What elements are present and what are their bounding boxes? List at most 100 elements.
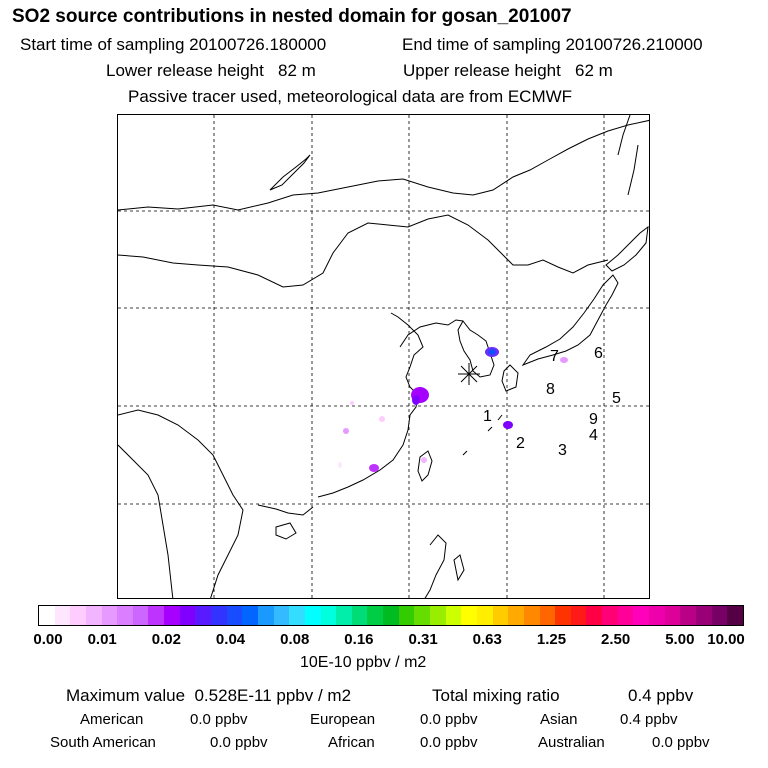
colorbar-tick-label: 5.00 xyxy=(665,631,695,648)
region-name-south-american: South American xyxy=(50,734,156,751)
colorbar-swatch xyxy=(711,606,728,625)
end-time: End time of sampling 20100726.210000 xyxy=(402,35,703,54)
colorbar-tick-label: 2.50 xyxy=(601,631,631,648)
marker-label-2: 2 xyxy=(516,435,525,452)
region-value-south-american: 0.0 ppbv xyxy=(210,734,268,751)
total-mixing-value: 0.4 ppbv xyxy=(628,686,694,705)
colorbar-swatch xyxy=(617,606,634,625)
plume-inland xyxy=(343,428,349,434)
plume-east-china xyxy=(379,416,385,422)
marker-label-4: 4 xyxy=(589,427,598,444)
colorbar-swatch xyxy=(555,606,571,625)
plume-faint-2 xyxy=(338,462,342,468)
colorbar-swatch xyxy=(492,606,509,625)
colorbar xyxy=(38,605,744,626)
colorbar-swatch xyxy=(336,606,352,625)
colorbar-swatch xyxy=(54,606,71,625)
upper-release-height: Upper release height 62 m xyxy=(403,61,613,80)
marker-labels: 1 2 3 4 5 6 7 8 9 xyxy=(483,345,621,459)
colorbar-swatch xyxy=(351,606,368,625)
colorbar-swatch xyxy=(476,606,493,625)
region-value-australian: 0.0 ppbv xyxy=(652,734,710,751)
colorbar-swatch xyxy=(179,606,196,625)
marker-label-8: 8 xyxy=(546,381,555,398)
colorbar-tick-label: 0.02 xyxy=(151,631,181,648)
colorbar-swatch xyxy=(117,606,133,625)
colorbar-swatch xyxy=(85,606,102,625)
colorbar-swatch xyxy=(273,606,290,625)
colorbar-swatch xyxy=(664,606,681,625)
colorbar-tick-label: 0.31 xyxy=(408,631,438,648)
colorbar-swatch xyxy=(695,606,712,625)
coastlines xyxy=(118,115,649,598)
marker-label-1: 1 xyxy=(483,408,492,425)
colorbar-tick-label: 0.63 xyxy=(472,631,502,648)
marker-label-6: 6 xyxy=(594,345,603,362)
region-name-asian: Asian xyxy=(540,711,578,728)
graticule xyxy=(118,115,649,598)
marker-label-5: 5 xyxy=(612,390,621,407)
colorbar-tick-label: 0.08 xyxy=(280,631,310,648)
colorbar-swatch xyxy=(648,606,665,625)
page-title: SO2 source contributions in nested domai… xyxy=(12,6,572,27)
region-name-australian: Australian xyxy=(538,734,605,751)
colorbar-swatch xyxy=(398,606,415,625)
colorbar-swatch xyxy=(414,606,431,625)
colorbar-swatch xyxy=(633,606,649,625)
start-time: Start time of sampling 20100726.180000 xyxy=(20,35,327,54)
receptor-marker xyxy=(458,363,480,385)
colorbar-swatch xyxy=(211,606,227,625)
colorbar-swatch xyxy=(39,606,55,625)
colorbar-swatch xyxy=(570,606,587,625)
colorbar-swatch xyxy=(586,606,603,625)
colorbar-swatch xyxy=(539,606,556,625)
region-name-european: European xyxy=(310,711,376,728)
colorbar-tick-label: 0.04 xyxy=(215,631,246,648)
colorbar-swatch xyxy=(430,606,446,625)
colorbar-tick-label: 0.16 xyxy=(344,631,374,648)
region-value-american: 0.0 ppbv xyxy=(190,711,248,728)
plume-south-china xyxy=(369,464,379,472)
max-value: Maximum value 0.528E-11 ppbv / m2 xyxy=(66,686,352,705)
colorbar-swatch xyxy=(289,606,305,625)
colorbar-swatch xyxy=(445,606,462,625)
colorbar-tick-label: 10.00 xyxy=(707,631,745,648)
region-name-african: African xyxy=(328,734,375,751)
colorbar-swatch xyxy=(132,606,149,625)
colorbar-tick-label: 0.00 xyxy=(33,631,63,648)
colorbar-swatch xyxy=(602,606,618,625)
colorbar-swatch xyxy=(164,606,180,625)
lower-release-height: Lower release height 82 m xyxy=(106,61,316,80)
region-value-asian: 0.4 ppbv xyxy=(620,711,678,728)
marker-label-9: 9 xyxy=(589,411,598,428)
colorbar-swatch xyxy=(242,606,258,625)
marker-label-7: 7 xyxy=(550,348,559,365)
map-canvas: 1 2 3 4 5 6 7 8 9 xyxy=(118,115,649,598)
plume-korea-core xyxy=(488,349,496,355)
plume-shanghai-core xyxy=(412,395,420,405)
colorbar-swatch xyxy=(523,606,540,625)
colorbar-swatch xyxy=(101,606,118,625)
plume-taiwan xyxy=(421,457,427,463)
colorbar-swatch xyxy=(727,606,743,625)
colorbar-swatch xyxy=(226,606,243,625)
tracer-note: Passive tracer used, meteorological data… xyxy=(128,87,573,106)
colorbar-unit: 10E-10 ppbv / m2 xyxy=(300,654,427,671)
colorbar-swatch xyxy=(508,606,524,625)
colorbar-swatch xyxy=(461,606,477,625)
map-panel: 1 2 3 4 5 6 7 8 9 xyxy=(117,114,650,599)
colorbar-swatch xyxy=(320,606,337,625)
colorbar-swatch xyxy=(70,606,86,625)
plume-ocean xyxy=(503,421,513,429)
concentration-field xyxy=(338,347,568,472)
region-name-american: American xyxy=(80,711,144,728)
region-value-european: 0.0 ppbv xyxy=(420,711,478,728)
colorbar-swatch xyxy=(383,606,399,625)
colorbar-swatch xyxy=(680,606,696,625)
plume-japan xyxy=(560,357,568,363)
colorbar-tick-label: 1.25 xyxy=(536,631,567,648)
region-value-african: 0.0 ppbv xyxy=(420,734,478,751)
colorbar-swatch xyxy=(195,606,212,625)
colorbar-swatch xyxy=(304,606,321,625)
colorbar-swatch xyxy=(148,606,165,625)
